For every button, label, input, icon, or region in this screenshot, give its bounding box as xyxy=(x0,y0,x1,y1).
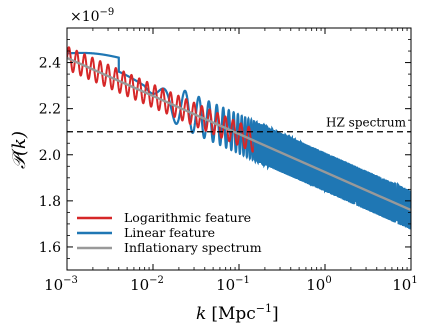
x-tick-label: 101 xyxy=(392,275,417,294)
x-tick-label: 10−3 xyxy=(44,275,78,294)
y-multiplier-label: ×10−9 xyxy=(70,7,114,25)
y-tick-label: 2.4 xyxy=(39,56,61,72)
legend-label: Linear feature xyxy=(124,225,215,240)
hz-reference-label: HZ spectrum xyxy=(326,116,407,130)
y-tick-label: 1.8 xyxy=(39,194,61,210)
y-tick-label: 2.2 xyxy=(39,102,61,118)
series-layer xyxy=(67,46,411,230)
x-tick-label: 10−2 xyxy=(130,275,164,294)
y-axis-label: 𝒫(k) xyxy=(9,131,30,169)
plot-frame xyxy=(66,27,412,271)
x-tick-label: 10−1 xyxy=(216,275,250,294)
legend-label: Inflationary spectrum xyxy=(124,240,262,255)
legend-label: Logarithmic feature xyxy=(124,210,251,225)
y-tick-label: 2.0 xyxy=(39,148,61,164)
series-inflationary-spectrum xyxy=(67,56,411,212)
x-axis-label: k [Mpc−1] xyxy=(196,302,279,324)
y-tick-label: 1.6 xyxy=(39,240,61,256)
x-tick-label: 100 xyxy=(306,275,331,294)
series-linear-feature-overlay xyxy=(253,120,411,230)
